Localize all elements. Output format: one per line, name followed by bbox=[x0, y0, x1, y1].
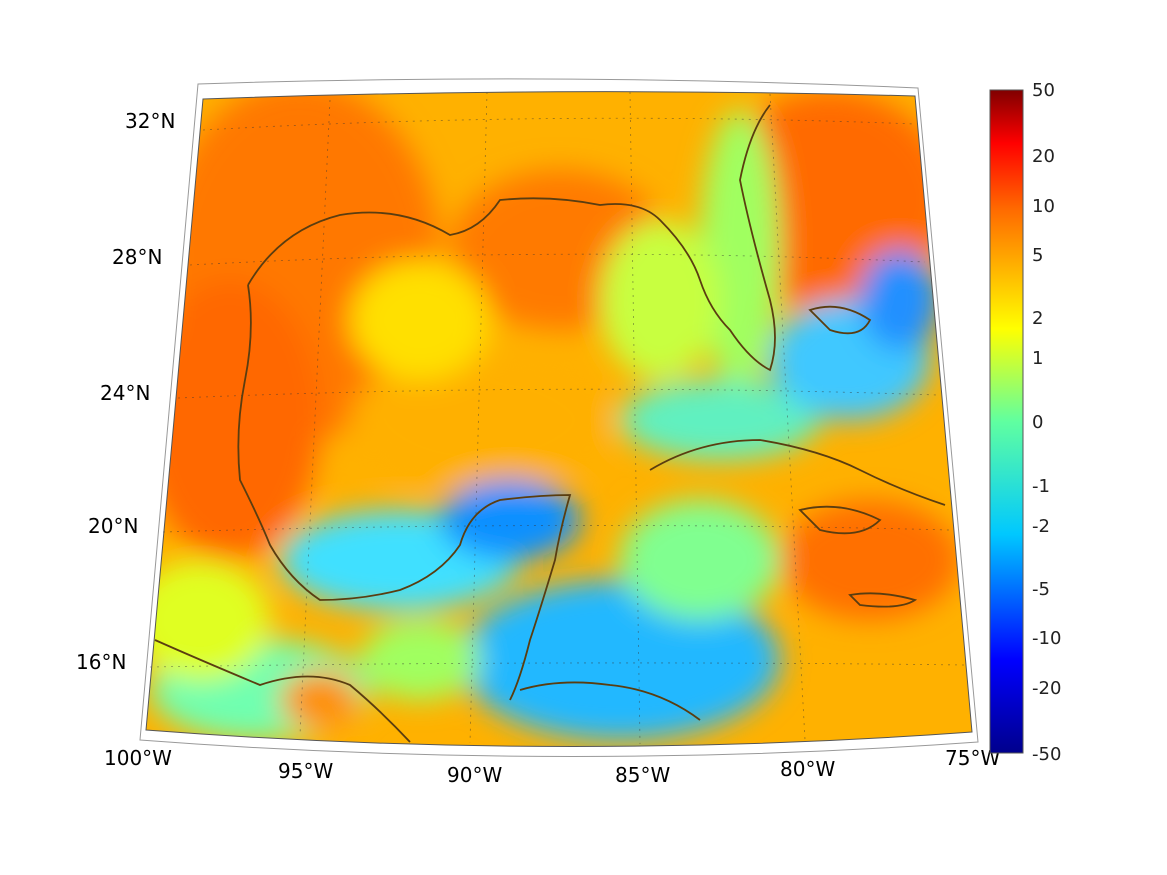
colorbar-tick-10: 10 bbox=[1032, 196, 1055, 217]
lat-labels: 32°N 28°N 24°N 20°N 16°N bbox=[76, 109, 175, 674]
lat-label-20: 20°N bbox=[88, 514, 138, 538]
lat-label-16: 16°N bbox=[76, 650, 126, 674]
colorbar-tick-0: 0 bbox=[1032, 412, 1043, 433]
colorbar-ticks: 50 20 10 5 2 1 0 -1 -2 -5 -10 -20 -50 bbox=[1032, 80, 1061, 765]
lon-label-80: 80°W bbox=[780, 757, 835, 781]
colorbar-tick-1: 1 bbox=[1032, 348, 1043, 369]
lat-label-24: 24°N bbox=[100, 381, 150, 405]
colorbar-tick-m50: -50 bbox=[1032, 744, 1061, 765]
colorbar-tick-50: 50 bbox=[1032, 80, 1055, 101]
colorbar-tick-2: 2 bbox=[1032, 308, 1043, 329]
lon-label-85: 85°W bbox=[615, 763, 670, 787]
colorbar-tick-5: 5 bbox=[1032, 245, 1043, 266]
colorbar-tick-m5: -5 bbox=[1032, 579, 1050, 600]
colorbar-tick-m1: -1 bbox=[1032, 476, 1050, 497]
lon-label-95: 95°W bbox=[278, 759, 333, 783]
data-field bbox=[146, 91, 972, 747]
graticule bbox=[149, 91, 966, 745]
colorbar: 50 20 10 5 2 1 0 -1 -2 -5 -10 -20 -50 bbox=[989, 80, 1061, 765]
colorbar-tick-m10: -10 bbox=[1032, 628, 1061, 649]
map-frame bbox=[139, 78, 979, 758]
lat-label-32: 32°N bbox=[125, 109, 175, 133]
coastlines bbox=[154, 104, 946, 743]
colorbar-tick-m2: -2 bbox=[1032, 516, 1050, 537]
lon-labels: 100°W 95°W 90°W 85°W 80°W 75°W bbox=[104, 746, 1000, 787]
lat-label-28: 28°N bbox=[112, 245, 162, 269]
colorbar-tick-m20: -20 bbox=[1032, 678, 1061, 699]
colorbar-gradient bbox=[989, 89, 1024, 754]
lon-label-90: 90°W bbox=[447, 763, 502, 787]
colorbar-tick-20: 20 bbox=[1032, 146, 1055, 167]
lon-label-100: 100°W bbox=[104, 746, 172, 770]
